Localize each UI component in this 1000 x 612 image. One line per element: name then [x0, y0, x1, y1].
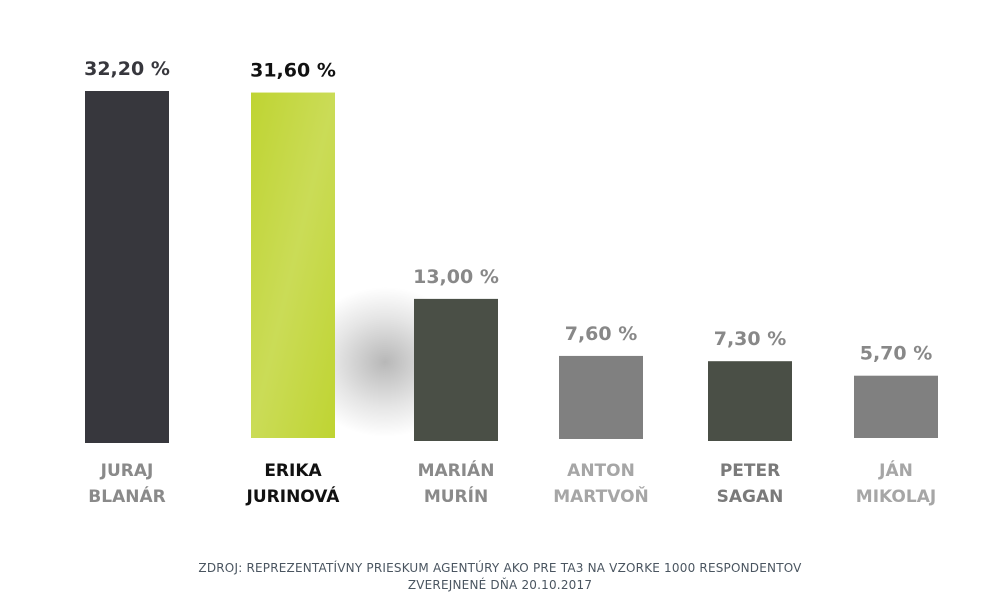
- bar-5: [854, 375, 938, 438]
- category-label-2-line-0: MARIÁN: [418, 459, 495, 481]
- category-label-2-line-1: MURÍN: [424, 485, 488, 507]
- category-label-5-line-0: JÁN: [878, 459, 913, 481]
- value-label-0: 32,20 %: [84, 58, 170, 80]
- category-label-1-line-1: JURINOVÁ: [246, 485, 341, 507]
- category-label-4-line-0: PETER: [720, 461, 780, 481]
- category-label-3-line-1: MARTVOŇ: [553, 485, 649, 507]
- value-label-4: 7,30 %: [714, 328, 787, 350]
- value-label-5: 5,70 %: [860, 343, 933, 365]
- value-label-1: 31,60 %: [250, 60, 336, 82]
- source-note-line-1: ZDROJ: REPREZENTATÍVNY PRIESKUM AGENTÚRY…: [198, 561, 802, 575]
- category-label-4-line-1: SAGAN: [717, 487, 784, 507]
- category-label-5-line-1: MIKOLAJ: [856, 487, 936, 507]
- bar-4: [708, 361, 792, 441]
- bar-highlight: [251, 92, 335, 438]
- bar-2: [414, 298, 498, 441]
- category-label-0-line-1: BLANÁR: [88, 485, 165, 507]
- bar-0: [85, 91, 169, 443]
- value-label-2: 13,00 %: [413, 266, 499, 288]
- category-label-0-line-0: JURAJ: [100, 461, 154, 481]
- bar-3: [559, 355, 643, 439]
- value-label-3: 7,60 %: [565, 323, 638, 345]
- category-label-1-line-0: ERIKA: [264, 461, 322, 481]
- category-label-3-line-0: ANTON: [567, 461, 635, 481]
- source-note-line-2: ZVEREJNENÉ DŇA 20.10.2017: [407, 578, 593, 592]
